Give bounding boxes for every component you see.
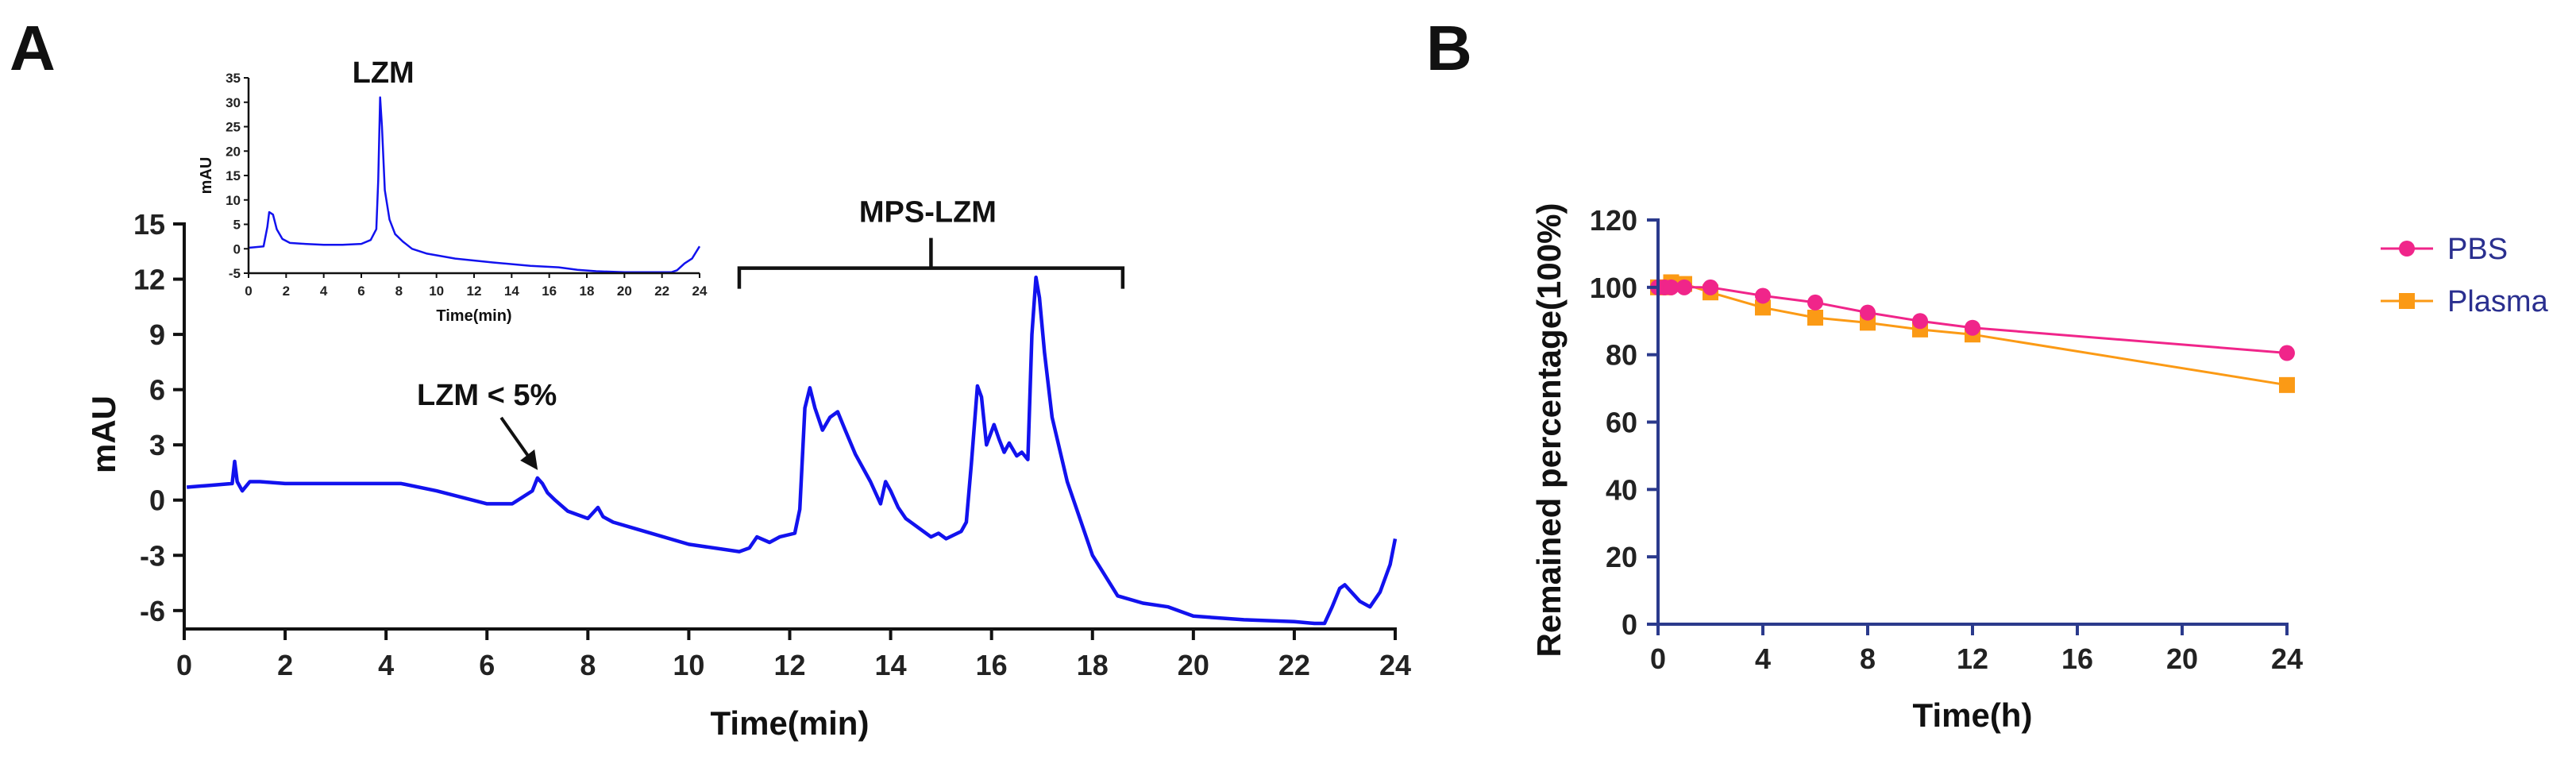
inset-x-tick-label: 24 bbox=[692, 284, 708, 299]
inset-trace bbox=[248, 96, 701, 274]
x-tick-label: 8 bbox=[1860, 642, 1876, 675]
y-tick-label: -6 bbox=[140, 595, 165, 627]
y-tick-label: 0 bbox=[149, 484, 165, 517]
inset-x-tick-label: 6 bbox=[357, 284, 364, 299]
pbs-point bbox=[1807, 294, 1823, 311]
mps-lzm-label: MPS-LZM bbox=[859, 196, 997, 230]
x-tick-label: 18 bbox=[1077, 649, 1109, 681]
x-tick-label: 4 bbox=[378, 649, 394, 681]
x-tick-label: 12 bbox=[1957, 642, 1988, 675]
inset-x-label: Time(min) bbox=[436, 307, 511, 325]
y-tick-label: 20 bbox=[1606, 541, 1637, 573]
panel-a-y-label: mAU bbox=[85, 395, 122, 473]
inset-x-tick-label: 20 bbox=[617, 284, 632, 299]
inset-y-tick-label: 30 bbox=[226, 95, 241, 110]
inset-y-tick-label: 20 bbox=[226, 144, 241, 159]
x-tick-label: 12 bbox=[773, 649, 805, 681]
panel-b-label: B bbox=[1426, 13, 1472, 83]
pbs-point bbox=[1676, 279, 1692, 295]
y-tick-label: 80 bbox=[1606, 339, 1637, 372]
panel-b-y-label: Remained percentage(100%) bbox=[1530, 203, 1568, 658]
inset-x-tick-label: 4 bbox=[320, 284, 328, 299]
inset-y-tick-label: 15 bbox=[226, 168, 241, 183]
legend-marker-pbs bbox=[2399, 241, 2415, 257]
plasma-point bbox=[2279, 376, 2295, 393]
panel-a-x-label: Time(min) bbox=[711, 704, 870, 742]
pbs-point bbox=[1663, 279, 1679, 295]
inset-y-tick-label: 0 bbox=[233, 241, 241, 257]
x-tick-label: 22 bbox=[1278, 649, 1310, 681]
y-tick-label: 15 bbox=[133, 208, 165, 241]
y-tick-label: -3 bbox=[140, 539, 165, 572]
annotation-arrowhead bbox=[520, 449, 538, 470]
x-tick-label: 2 bbox=[277, 649, 293, 681]
y-tick-label: 60 bbox=[1606, 407, 1637, 439]
inset-y-tick-label: 5 bbox=[233, 218, 241, 233]
pbs-point bbox=[1912, 313, 1928, 330]
x-tick-label: 0 bbox=[1650, 642, 1666, 675]
x-tick-label: 24 bbox=[2271, 642, 2303, 675]
legend-label-pbs: PBS bbox=[2447, 233, 2508, 266]
y-tick-label: 12 bbox=[133, 264, 165, 296]
x-tick-label: 14 bbox=[875, 649, 907, 681]
x-tick-label: 20 bbox=[1178, 649, 1209, 681]
y-tick-label: 6 bbox=[149, 374, 165, 407]
plasma-point bbox=[1755, 299, 1771, 316]
inset-x-tick-label: 14 bbox=[504, 284, 519, 299]
x-tick-label: 4 bbox=[1755, 642, 1771, 675]
mps-lzm-bracket bbox=[737, 237, 1125, 289]
x-tick-label: 24 bbox=[1379, 649, 1411, 681]
inset-y-tick-label: -5 bbox=[229, 266, 241, 281]
y-tick-label: 100 bbox=[1590, 272, 1637, 304]
inset-x-tick-label: 12 bbox=[467, 284, 482, 299]
inset-y-tick-label: 35 bbox=[226, 71, 241, 86]
x-tick-label: 16 bbox=[976, 649, 1008, 681]
y-tick-label: 9 bbox=[149, 318, 165, 351]
x-tick-label: 0 bbox=[176, 649, 192, 681]
y-tick-label: 3 bbox=[149, 429, 165, 461]
x-tick-label: 10 bbox=[673, 649, 704, 681]
pbs-point bbox=[1703, 279, 1718, 295]
inset-x-tick-label: 18 bbox=[580, 284, 595, 299]
panel-b-stability: 0 20 40 60 80 100 120 0 4 8 12 16 20 24 Time(h) Rema… bbox=[1530, 203, 2549, 734]
annotation-arrow bbox=[499, 416, 533, 462]
inset-title: LZM bbox=[353, 56, 415, 90]
inset-y-tick-label: 10 bbox=[226, 193, 241, 208]
legend-marker-plasma bbox=[2399, 293, 2415, 309]
plasma-point bbox=[1807, 310, 1823, 326]
chromatogram-trace bbox=[187, 275, 1398, 626]
y-tick-label: 0 bbox=[1622, 608, 1637, 641]
panel-b-legend: PBS Plasma bbox=[2381, 233, 2549, 318]
pbs-point bbox=[1860, 304, 1876, 321]
panel-b-x-label: Time(h) bbox=[1913, 696, 2033, 734]
lzm-percentage-annotation: LZM < 5% bbox=[417, 379, 557, 412]
pbs-point bbox=[2279, 345, 2295, 361]
inset-x-tick-label: 8 bbox=[395, 284, 403, 299]
inset-x-tick-label: 2 bbox=[283, 284, 290, 299]
legend-label-plasma: Plasma bbox=[2447, 285, 2549, 318]
x-tick-label: 20 bbox=[2166, 642, 2198, 675]
inset-x-tick-label: 22 bbox=[654, 284, 669, 299]
x-tick-label: 16 bbox=[2061, 642, 2093, 675]
x-tick-label: 8 bbox=[580, 649, 596, 681]
y-tick-label: 40 bbox=[1606, 473, 1637, 506]
x-tick-label: 6 bbox=[479, 649, 495, 681]
y-tick-label: 120 bbox=[1590, 204, 1637, 237]
inset-x-tick-label: 10 bbox=[429, 284, 444, 299]
inset-x-tick-label: 16 bbox=[542, 284, 557, 299]
pbs-point bbox=[1965, 319, 1980, 336]
inset-y-tick-label: 25 bbox=[226, 120, 241, 135]
pbs-point bbox=[1755, 287, 1771, 304]
inset-x-tick-label: 0 bbox=[245, 284, 252, 299]
panel-a-label: A bbox=[10, 13, 56, 83]
inset-y-label: mAU bbox=[198, 157, 215, 195]
